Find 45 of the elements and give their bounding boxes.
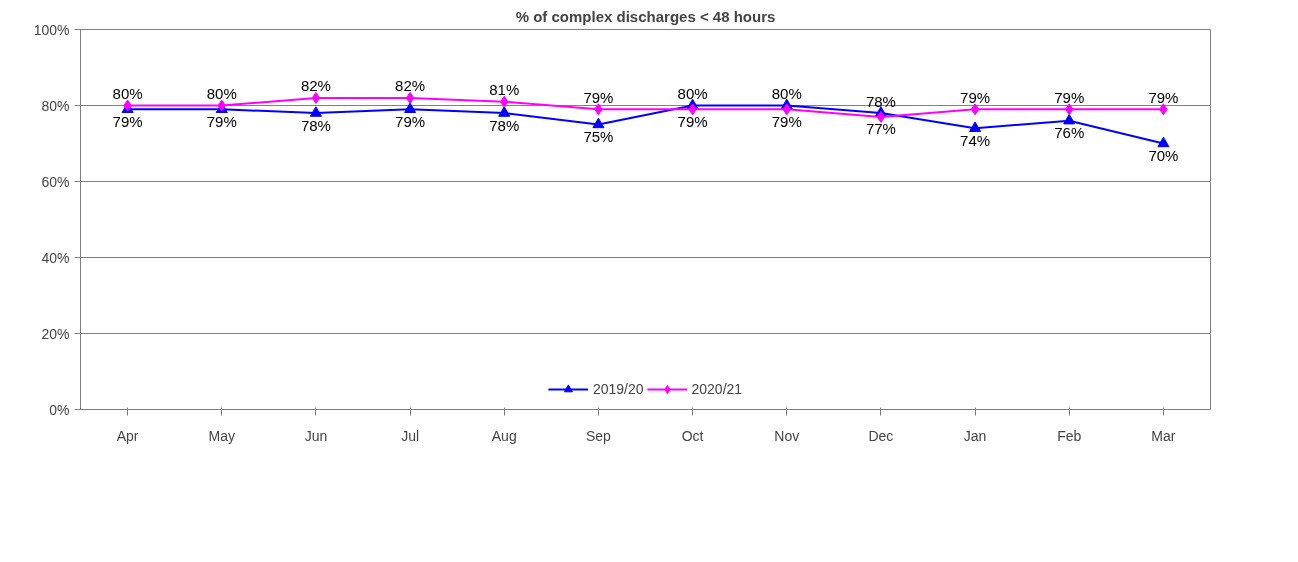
y-tick-label: 0% bbox=[49, 401, 70, 418]
data-label: 79% bbox=[677, 112, 708, 130]
data-label: 80% bbox=[112, 85, 143, 102]
data-label: 74% bbox=[960, 131, 991, 149]
data-label: 80% bbox=[206, 85, 237, 102]
y-tick-label: 80% bbox=[41, 97, 70, 114]
x-tick-label: Dec bbox=[868, 427, 894, 444]
x-tick-label: Oct bbox=[681, 427, 704, 444]
legend-label: 2020/21 bbox=[691, 381, 743, 397]
x-tick-label: Mar bbox=[1151, 427, 1176, 444]
data-label: 79% bbox=[960, 88, 991, 106]
data-label: 79% bbox=[1054, 88, 1085, 106]
x-tick-label: Jul bbox=[401, 427, 420, 444]
data-label: 75% bbox=[583, 128, 614, 145]
data-label: 79% bbox=[395, 112, 426, 130]
y-tick-label: 20% bbox=[41, 325, 70, 342]
x-tick-label: Jan bbox=[963, 427, 987, 444]
data-label: 81% bbox=[489, 81, 520, 99]
data-label: 79% bbox=[1148, 88, 1179, 106]
data-label: 78% bbox=[489, 116, 520, 134]
x-tick-label: Jun bbox=[304, 427, 328, 444]
data-label: 80% bbox=[771, 85, 802, 102]
data-label: 79% bbox=[112, 112, 143, 130]
y-tick-label: 100% bbox=[33, 21, 70, 38]
data-label: 76% bbox=[1054, 124, 1085, 142]
data-label: 79% bbox=[771, 112, 802, 130]
x-tick-label: Nov bbox=[774, 427, 800, 444]
data-label: 78% bbox=[865, 92, 896, 110]
x-tick-label: Aug bbox=[491, 427, 517, 444]
y-tick-label: 60% bbox=[41, 173, 70, 190]
chart-title: % of complex discharges < 48 hours bbox=[515, 7, 776, 25]
x-tick-label: May bbox=[208, 427, 235, 444]
y-tick-label: 40% bbox=[41, 249, 70, 266]
data-label: 78% bbox=[300, 116, 331, 134]
x-tick-label: Apr bbox=[116, 427, 139, 444]
data-label: 82% bbox=[300, 77, 331, 95]
data-label: 79% bbox=[206, 112, 237, 130]
legend-label: 2019/20 bbox=[592, 381, 644, 397]
x-tick-label: Feb bbox=[1057, 427, 1082, 444]
data-label: 77% bbox=[865, 120, 896, 138]
data-label: 82% bbox=[395, 77, 426, 95]
data-label: 79% bbox=[583, 88, 614, 106]
data-label: 70% bbox=[1148, 147, 1179, 164]
data-label: 80% bbox=[677, 85, 708, 102]
x-tick-label: Sep bbox=[585, 427, 612, 444]
